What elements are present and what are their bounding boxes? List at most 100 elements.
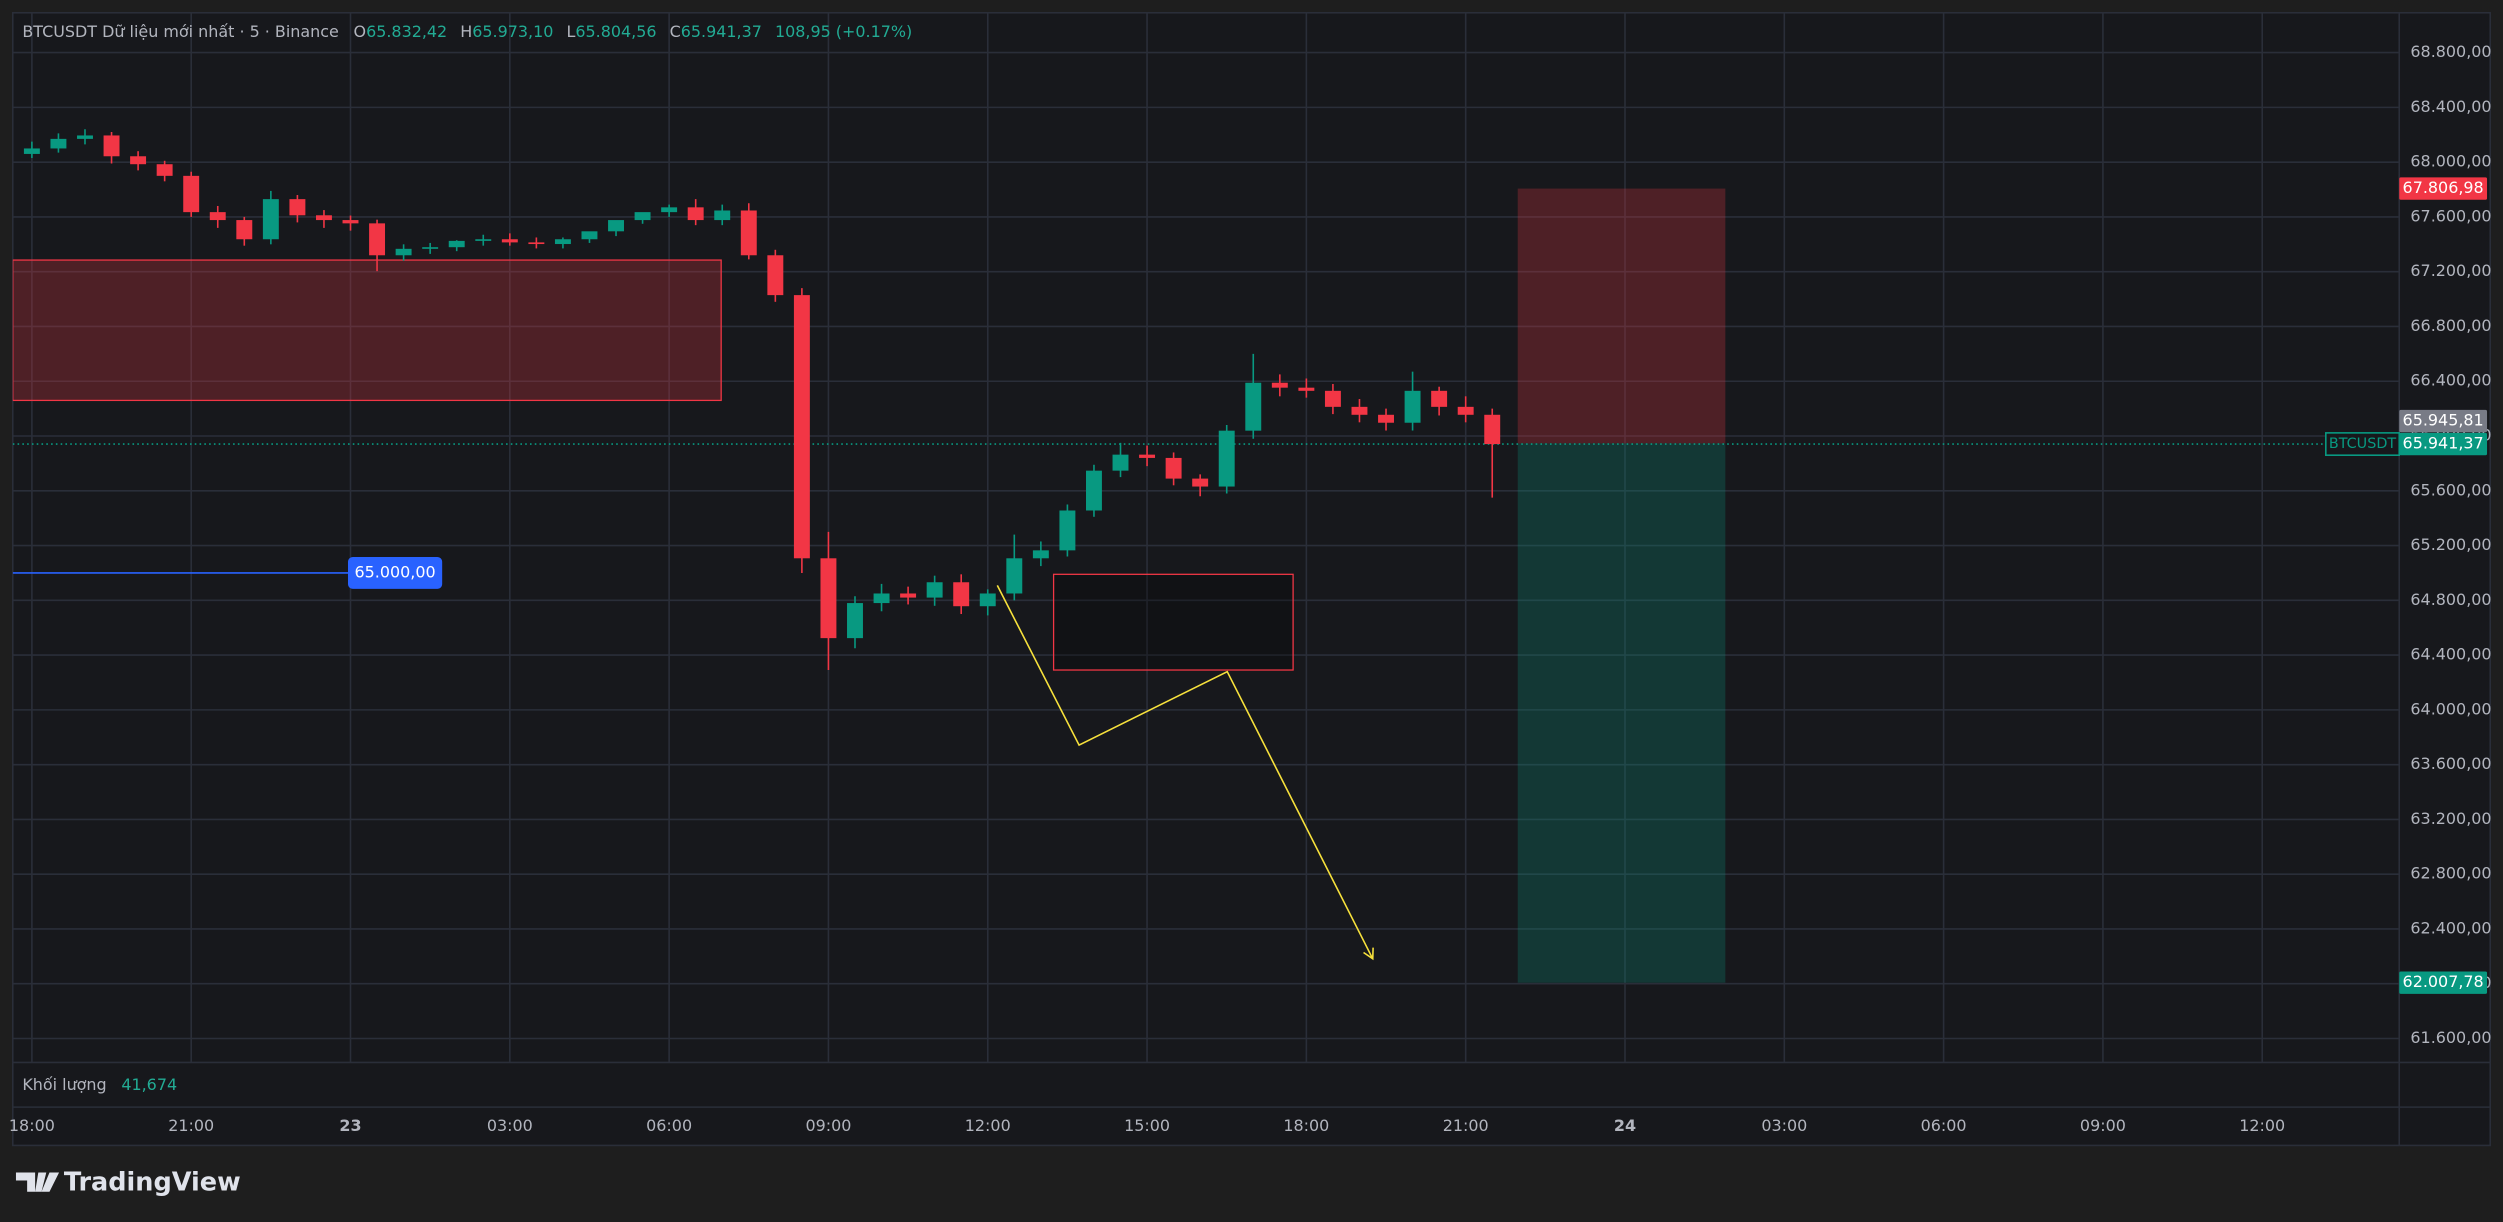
candle-body [422, 247, 439, 249]
candle-body [900, 593, 917, 598]
candle-body [501, 239, 518, 243]
y-tick-label: 64.800,00 [2410, 590, 2491, 609]
candle-body [1218, 430, 1235, 487]
candle-body [1006, 558, 1023, 594]
candle-body [820, 558, 837, 639]
candle-body [926, 582, 943, 598]
price-tag-label: 65.945,81 [2403, 411, 2484, 430]
candle-body [342, 220, 359, 224]
candle-body [1271, 382, 1288, 388]
candle-body [528, 242, 545, 245]
candle-body [714, 210, 731, 221]
candle-body [793, 295, 810, 559]
x-tick-label: 12:00 [2239, 1116, 2285, 1135]
x-tick-label: 15:00 [1124, 1116, 1170, 1135]
candle-body [1351, 406, 1368, 415]
candle-body [1431, 390, 1448, 407]
y-tick-label: 67.600,00 [2410, 206, 2491, 225]
candle-body [1404, 390, 1421, 423]
l-value: 65.804,56 [575, 21, 656, 40]
symbol: BTCUSDT Dữ liệu mới nhất · 5 · Binance [22, 21, 339, 40]
y-tick-label: 66.800,00 [2410, 316, 2491, 335]
axes: 61.600,0062.000,0062.400,0062.800,0063.2… [9, 42, 2492, 1135]
candle-body [953, 582, 970, 607]
price-tag-label: 65.941,37 [2403, 434, 2484, 453]
candle-body [1165, 457, 1182, 479]
candle-body [289, 199, 306, 216]
y-tick-label: 63.600,00 [2410, 754, 2491, 773]
x-tick-label: 06:00 [646, 1116, 692, 1135]
candle-body [1192, 478, 1209, 487]
legend-line: BTCUSDT Dữ liệu mới nhất · 5 · Binance O… [22, 21, 912, 40]
candle-body [183, 175, 200, 213]
candle-body [369, 223, 386, 256]
y-tick-label: 68.000,00 [2410, 152, 2491, 171]
volume-label: Khối lượng [22, 1074, 106, 1093]
candle-body [767, 255, 784, 296]
price-tag-label: 67.806,98 [2403, 178, 2484, 197]
alert-label-box[interactable] [347, 556, 443, 589]
candle-body [1378, 414, 1394, 423]
drawings [12, 188, 2400, 983]
candle-body [1245, 382, 1262, 431]
o-label: O [354, 21, 367, 40]
candle-body [103, 135, 120, 157]
brand-name: TradingView [64, 1168, 241, 1198]
candle-body [50, 138, 67, 149]
y-tick-label: 68.800,00 [2410, 42, 2491, 61]
brand-logo [15, 1172, 60, 1192]
candle-body [1059, 510, 1076, 551]
y-tick-label: 64.400,00 [2410, 645, 2491, 664]
y-tick-label: 64.000,00 [2410, 699, 2491, 718]
x-tick-label: 18:00 [1283, 1116, 1329, 1135]
x-tick-label: 24 [1614, 1116, 1636, 1135]
price-tag [2399, 432, 2488, 456]
candle-body [315, 215, 332, 221]
candle-body [1298, 387, 1315, 391]
candle-body [130, 156, 147, 165]
trend-path [996, 585, 1374, 960]
o-value: 65.832,42 [366, 21, 447, 40]
candle-body [740, 210, 757, 256]
candles [23, 129, 1501, 671]
candle-body [608, 220, 624, 232]
l-label: L [566, 21, 575, 40]
y-tick-label: 65.600,00 [2410, 480, 2491, 499]
change: 108,95 (+0.17%) [775, 21, 912, 40]
x-tick-label: 21:00 [1443, 1116, 1489, 1135]
price-tag [2399, 409, 2488, 433]
candle-body [209, 212, 226, 221]
brand[interactable]: TradingView [15, 1168, 241, 1198]
alert-label: 65.000,00 [355, 562, 436, 581]
c-label: C [670, 21, 681, 40]
x-tick-label: 03:00 [487, 1116, 533, 1135]
candle-body [581, 231, 598, 240]
zone [1052, 573, 1294, 671]
x-tick-label: 09:00 [805, 1116, 851, 1135]
candle-body [1085, 470, 1102, 511]
candle-body [1139, 454, 1156, 458]
candle-body [395, 248, 412, 256]
h-label: H [460, 21, 472, 40]
candle-body [1324, 390, 1341, 407]
candle-body [634, 212, 651, 221]
risk-zone [1517, 188, 1726, 444]
volume-value: 41,674 [121, 1074, 177, 1093]
x-tick-label: 18:00 [9, 1116, 55, 1135]
y-tick-label: 62.800,00 [2410, 864, 2491, 883]
x-tick-label: 12:00 [965, 1116, 1011, 1135]
x-tick-label: 03:00 [1761, 1116, 1807, 1135]
candle-body [262, 199, 279, 240]
candle-body [661, 207, 678, 213]
y-tick-label: 62.400,00 [2410, 918, 2491, 937]
price-tag [2399, 177, 2488, 200]
zone [12, 259, 722, 402]
candle-body [23, 148, 40, 154]
price-tag [2399, 971, 2488, 994]
grid [12, 12, 2400, 1063]
x-tick-label: 09:00 [2080, 1116, 2126, 1135]
price-tag-label: 62.007,78 [2403, 972, 2484, 991]
candle-body [475, 239, 492, 241]
